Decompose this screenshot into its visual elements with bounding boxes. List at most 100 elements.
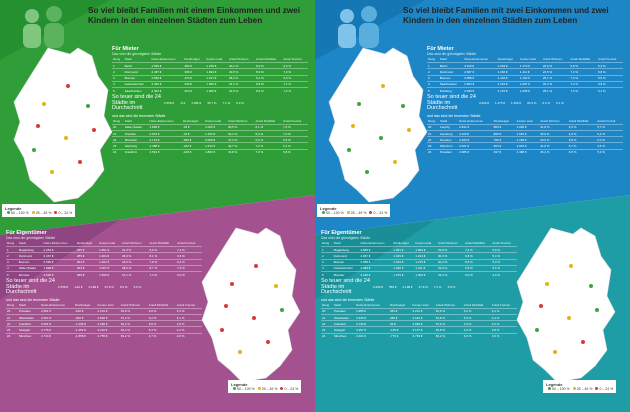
table-cell: 29,3 % xyxy=(436,264,465,272)
col-freizeit: Anteil Freizeit xyxy=(283,56,302,61)
table-cell: 7,4 % xyxy=(569,80,598,88)
average-value: 556 € xyxy=(389,285,397,290)
table-row: 2 Dortmund 2.967 €1.049 €1.224 €30,3 % 6,8 … xyxy=(321,252,517,260)
table-cell: 2.692 € xyxy=(411,320,435,327)
legend-title: Legende xyxy=(546,382,563,387)
col-kosten: Kosten total xyxy=(205,118,221,123)
table-cell: 23 xyxy=(427,142,440,150)
col-stadt: Stadt xyxy=(18,302,26,307)
col-freizeit: Anteil Freizeit xyxy=(597,118,616,123)
table-cell: 4,6 % xyxy=(596,142,623,150)
col-restbudget: Restbudget xyxy=(389,302,406,307)
table-cell: 410 € xyxy=(183,86,206,94)
table-cell: 2.591 € xyxy=(148,148,182,155)
legend-item: 25 – 49 % xyxy=(576,387,593,391)
table-row: 5 Münster 2.625 €285 €1.350 €37,1 % 7,4 % 6,… xyxy=(6,270,202,278)
table-row: 5 Duisburg 2.935 €1.176 €1.055 €25,1 % 7,5 … xyxy=(427,86,623,94)
table-cell: 42,7 % xyxy=(226,142,255,150)
table-cell: -135 € xyxy=(388,326,412,334)
table-cell: -1.005 € xyxy=(73,320,97,327)
table-cell: 6,1 % xyxy=(282,142,308,150)
legend-item: 25 – 49 % xyxy=(35,211,52,215)
table-cell: 4,0 % xyxy=(490,320,517,327)
legend-dot-red xyxy=(369,211,373,214)
table-cell: 33,2 % xyxy=(436,270,465,278)
table-cell: 6,6 % xyxy=(147,307,176,315)
average-value: 5,6 % xyxy=(133,285,142,290)
table-row: 2 Dortmund 2.467 €396 €1.093 €29,5 % 8,9 % 7… xyxy=(112,68,308,76)
legend-dot-green xyxy=(322,211,325,214)
table-cell: 2.963 € xyxy=(463,80,497,88)
table-cell: 7,2 % xyxy=(254,142,283,150)
renters-heading: Für Mieter xyxy=(427,46,454,52)
table-row: 23 München 3.401 €603 €2.091 €41,6 % 5,7 % 4… xyxy=(427,142,623,150)
table-cell: 31,1 % xyxy=(227,80,256,88)
col-netto: Netto-Einkommen xyxy=(356,302,381,307)
owners-average-label: So teuer sind die 24 Städte im Durchschn… xyxy=(6,278,55,296)
table-cell: 5,3 % xyxy=(462,313,491,321)
table-cell: 22 xyxy=(6,320,18,327)
col-kosten: Kosten total xyxy=(516,118,533,123)
table-cell: 6,5 % xyxy=(464,258,492,266)
legend-item: 50 – 100 % xyxy=(552,387,570,391)
table-row: 20 Halle (Saale) 1.868 € -18 €1.066 €30,5 %… xyxy=(112,123,308,131)
table-cell: 20 xyxy=(427,123,440,131)
table-cell: 6,3 % xyxy=(567,123,597,131)
table-cell: 22 xyxy=(112,136,124,143)
table-cell: Berlin xyxy=(123,62,151,69)
table-cell: 1.154 € xyxy=(496,80,519,88)
table-cell: 381 € xyxy=(388,307,412,315)
table-cell: 28,2 % xyxy=(227,74,256,82)
single-earner-family-icon xyxy=(10,4,80,48)
table-cell: 5,8 % xyxy=(282,148,308,155)
table-cell: 7,4 % xyxy=(148,270,177,278)
table-cell: Stuttgart xyxy=(332,326,356,334)
col-stadt: Stadt xyxy=(333,302,341,307)
table-cell: 33,1 % xyxy=(226,129,255,137)
table-cell: 4,9 % xyxy=(462,320,491,327)
col-mobilitaet: Anteil Mobilität xyxy=(568,118,589,123)
col-mobilitaet: Anteil Mobilität xyxy=(148,302,169,307)
average-value: 2.189 € xyxy=(88,285,99,290)
table-cell: 6,3 % xyxy=(567,129,597,137)
renters-average-label: So teuer sind die 24 Städte im Durchschn… xyxy=(112,94,161,112)
legend-item: 0 – 24 % xyxy=(58,211,73,215)
table-cell: 3.160 € xyxy=(359,270,393,278)
table-cell: 304 € xyxy=(75,258,99,266)
table-cell: 6,8 % xyxy=(569,62,598,69)
table-cell: 4 xyxy=(427,80,439,88)
table-cell: 6,0 % xyxy=(176,270,202,278)
table-cell: 8,1 % xyxy=(255,74,283,82)
table-cell: München xyxy=(17,332,41,339)
table-cell: 6,5 % xyxy=(567,148,597,155)
table-cell: 21 xyxy=(427,129,440,137)
table-cell: 1.488 € xyxy=(515,148,540,155)
average-value: 47,8 % xyxy=(104,285,114,290)
table-cell: 7,1 % xyxy=(282,80,308,88)
col-netto: Netto-Einkommen xyxy=(41,302,66,307)
table-cell: 23 xyxy=(321,326,333,334)
table-row: 5 Münster 3.160 €1.076 €1.363 €33,2 % 6,0 %… xyxy=(321,270,517,278)
average-value: 2.198 € xyxy=(402,285,413,290)
table-cell: 5,2 % xyxy=(462,307,491,315)
table-cell: 2.775 € xyxy=(40,326,74,334)
col-stadt: Stadt xyxy=(124,118,132,123)
table-cell: 2.625 € xyxy=(42,270,76,278)
renters-panel: Für Mieter Das sind die günstigsten Städ… xyxy=(427,46,623,155)
owners-bottom-table: Rang Stadt Netto-Einkommen Restbudget Ko… xyxy=(6,303,202,339)
table-cell: 1.153 € xyxy=(204,129,227,137)
average-value: 7,1 % xyxy=(222,101,231,106)
table-cell: 29,5 % xyxy=(539,136,568,143)
table-cell: 5,5 % xyxy=(597,74,623,82)
table-cell: 60,8 % xyxy=(434,326,463,334)
table-cell: 1.146 € xyxy=(496,74,519,82)
table-cell: Münster xyxy=(17,270,43,278)
table-row: 20 Potsdam 2.561 € -610 €2.191 €54,8 % 6,6 %… xyxy=(6,307,202,315)
table-cell: 1.224 € xyxy=(414,252,437,260)
table-cell: 3.058 € xyxy=(463,74,497,82)
col-netto: Netto-Einkommen xyxy=(43,240,68,245)
table-cell: 289 € xyxy=(388,313,412,321)
table-row: 24 Frankfurt 2.591 € -448 €1.863 €43,8 % 7,0… xyxy=(112,148,308,155)
average-value: 6,6 % xyxy=(119,285,128,290)
table-cell: 6,1 % xyxy=(597,86,623,94)
